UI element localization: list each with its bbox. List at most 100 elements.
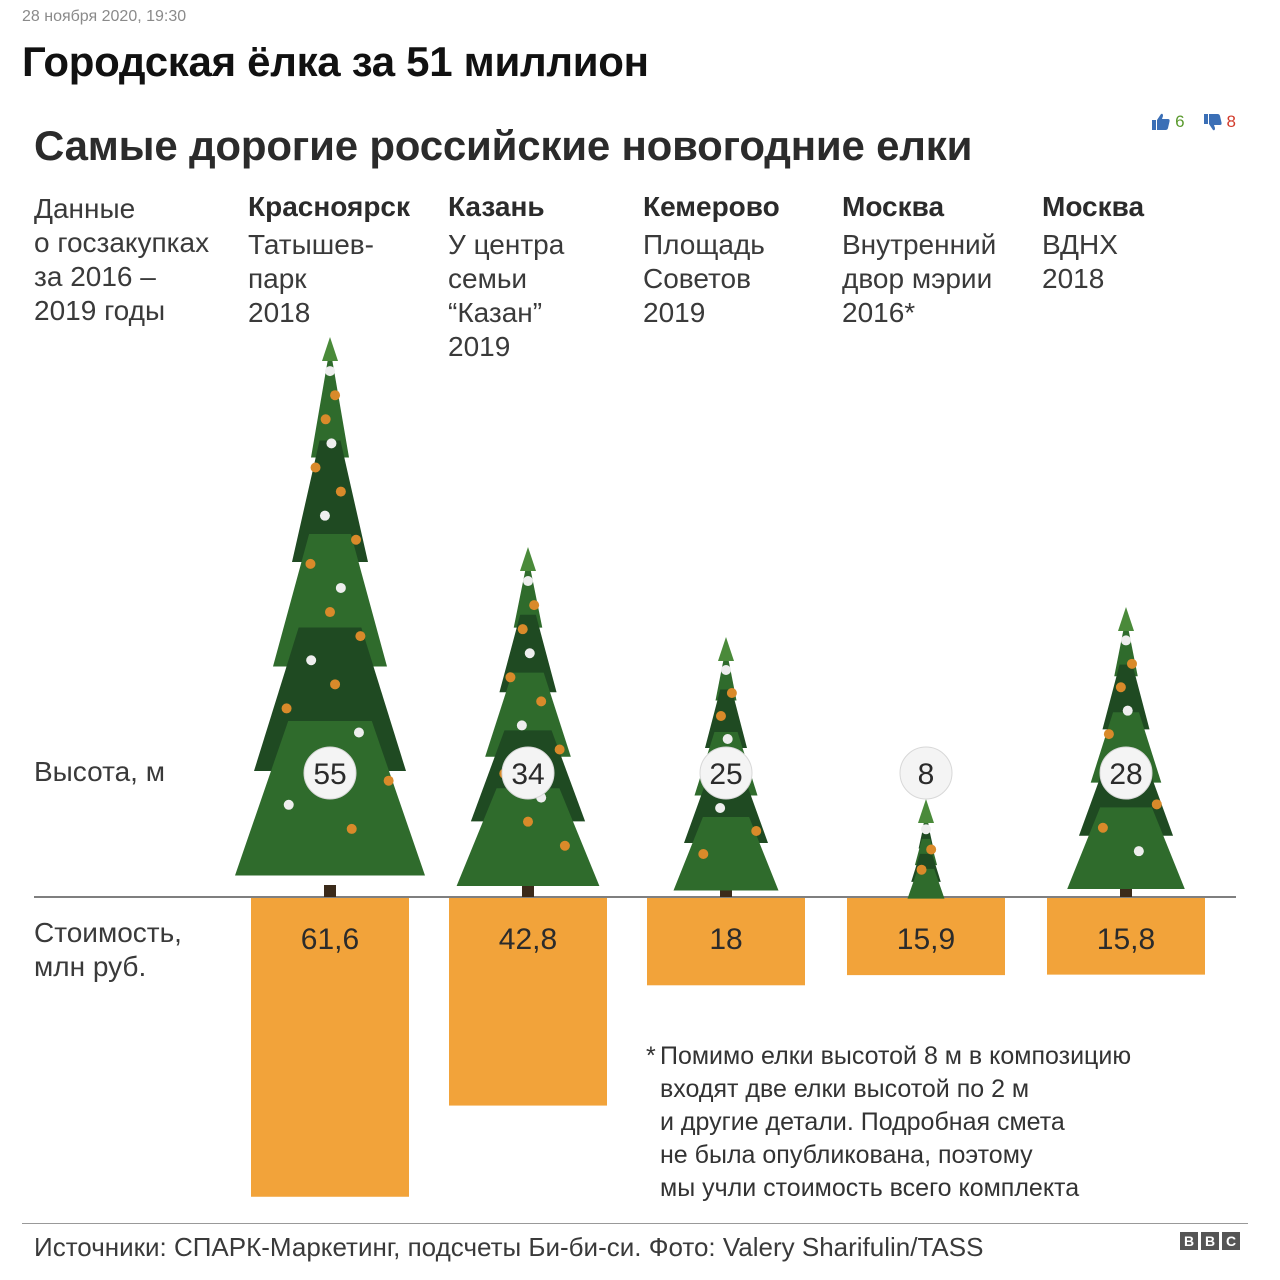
tree-ornament — [346, 823, 357, 834]
city-name: Москва — [842, 191, 945, 222]
cost-bar — [647, 898, 805, 986]
tree-ornament — [1121, 635, 1131, 646]
intro-line: о госзакупках — [34, 227, 210, 258]
height-axis-label: Высота, м — [34, 756, 165, 787]
like-button[interactable]: 6 — [1151, 112, 1185, 132]
column-header-moscow-vdnh: Москва ВДНХ 2018 — [1042, 190, 1144, 296]
height-bubble — [699, 746, 753, 800]
tree-ornament — [335, 486, 346, 497]
vote-bar: 6 8 — [1151, 112, 1236, 132]
cost-value-label: 42,8 — [499, 923, 557, 956]
location-line: Внутренний — [842, 229, 997, 260]
tree-ornament — [325, 607, 335, 618]
cost-value-label: 15,9 — [897, 923, 955, 956]
footer-divider — [22, 1223, 1248, 1224]
tree-ornament — [916, 864, 927, 875]
cost-bar — [847, 898, 1005, 976]
tree-ornament — [715, 711, 726, 721]
height-value-label: 25 — [709, 758, 742, 791]
location-line: 2018 — [1042, 263, 1105, 294]
dislike-count: 8 — [1226, 112, 1236, 131]
tree-ornament — [281, 703, 292, 714]
location-line: Советов — [643, 263, 751, 294]
intro-line: 2019 годы — [34, 295, 166, 326]
height-bubble — [1099, 746, 1153, 800]
tree-ornament — [516, 720, 527, 731]
tree-ornament — [283, 799, 294, 810]
tree-ornament — [517, 624, 528, 635]
bbc-logo: B B C — [1180, 1232, 1240, 1250]
cost-axis-label: Стоимость, млн руб. — [34, 916, 182, 984]
tree-ornament — [722, 734, 733, 744]
tree-ornament — [926, 844, 937, 855]
location-line: двор мэрии — [842, 263, 993, 294]
cost-bar — [1047, 898, 1205, 975]
tree-ornament — [1103, 729, 1114, 740]
tree-ornament — [1097, 822, 1108, 833]
article-date: 28 ноября 2020, 19:30 — [22, 8, 187, 25]
tree-trunk — [522, 885, 534, 897]
intro-line: Данные — [34, 193, 136, 224]
tree-ornament — [554, 744, 565, 755]
cost-value-label: 18 — [709, 923, 742, 956]
tree-tip — [718, 637, 734, 661]
tree-ornament — [305, 558, 316, 569]
column-header-krasnoyarsk: Красноярск Татышев- парк 2018 — [248, 190, 410, 330]
footnote-line: и другие детали. Подробная смета — [660, 1108, 1065, 1136]
article-headline: Городская ёлка за 51 миллион — [22, 38, 649, 85]
location-line: 2016* — [842, 297, 916, 328]
tree-ornament — [1115, 682, 1126, 693]
location-line: Татышев- — [248, 229, 374, 260]
tree-ornament — [353, 727, 364, 738]
footnote-line: входят две елки высотой по 2 м — [660, 1075, 1030, 1103]
location-line: 2019 — [643, 297, 706, 328]
tree-ornament — [523, 576, 533, 587]
tree-ornament — [310, 462, 321, 473]
tree-ornament — [536, 696, 547, 707]
location-line: 2019 — [448, 331, 511, 362]
tree-layer — [292, 440, 368, 562]
tree-ornament — [320, 414, 331, 425]
tree-ornament — [524, 648, 535, 659]
dislike-button[interactable]: 8 — [1203, 112, 1236, 132]
tree-ornament — [1151, 799, 1162, 810]
location-line: 2018 — [248, 297, 311, 328]
height-value-label: 34 — [511, 758, 544, 791]
intro-line: за 2016 – — [34, 261, 156, 292]
cost-label-line: млн руб. — [34, 951, 147, 982]
thumbs-up-icon — [1152, 113, 1170, 130]
height-value-label: 55 — [313, 758, 346, 791]
tree-ornament — [1122, 705, 1133, 716]
location-line: “Казан” — [448, 297, 543, 328]
cost-value-label: 15,8 — [1097, 923, 1155, 956]
tree-ornament — [751, 826, 762, 836]
city-name: Кемерово — [643, 191, 780, 222]
tree-ornament — [1126, 658, 1137, 669]
tree-tip — [322, 337, 338, 361]
logo-letter: B — [1180, 1232, 1198, 1250]
tree-ornament — [559, 840, 570, 851]
column-header-moscow-city-hall: Москва Внутренний двор мэрии 2016* — [842, 190, 996, 330]
height-bubble — [899, 746, 953, 800]
tree-ornament — [326, 438, 337, 449]
column-header-kemerovo: Кемерово Площадь Советов 2019 — [643, 190, 780, 330]
footnote: * Помимо елки высотой 8 м в композицию в… — [646, 1040, 1131, 1205]
tree-trunk — [324, 885, 336, 897]
tree-ornament — [715, 803, 726, 813]
tree-ornament — [355, 631, 366, 642]
tree-ornament — [1133, 846, 1144, 857]
tree-tip — [520, 547, 536, 571]
height-value-label: 28 — [1109, 758, 1142, 791]
thumbs-down-icon — [1203, 114, 1222, 131]
city-name: Красноярск — [248, 191, 411, 222]
tree-ornament — [505, 672, 516, 683]
height-bubble — [501, 746, 555, 800]
like-count: 6 — [1175, 112, 1185, 131]
tree-layer — [673, 817, 779, 891]
tree-ornament — [319, 510, 330, 521]
location-line: ВДНХ — [1042, 229, 1118, 260]
tree-layer — [456, 788, 600, 886]
city-name: Казань — [448, 191, 545, 222]
source-credit: Источники: СПАРК-Маркетинг, подсчеты Би-… — [34, 1232, 984, 1262]
